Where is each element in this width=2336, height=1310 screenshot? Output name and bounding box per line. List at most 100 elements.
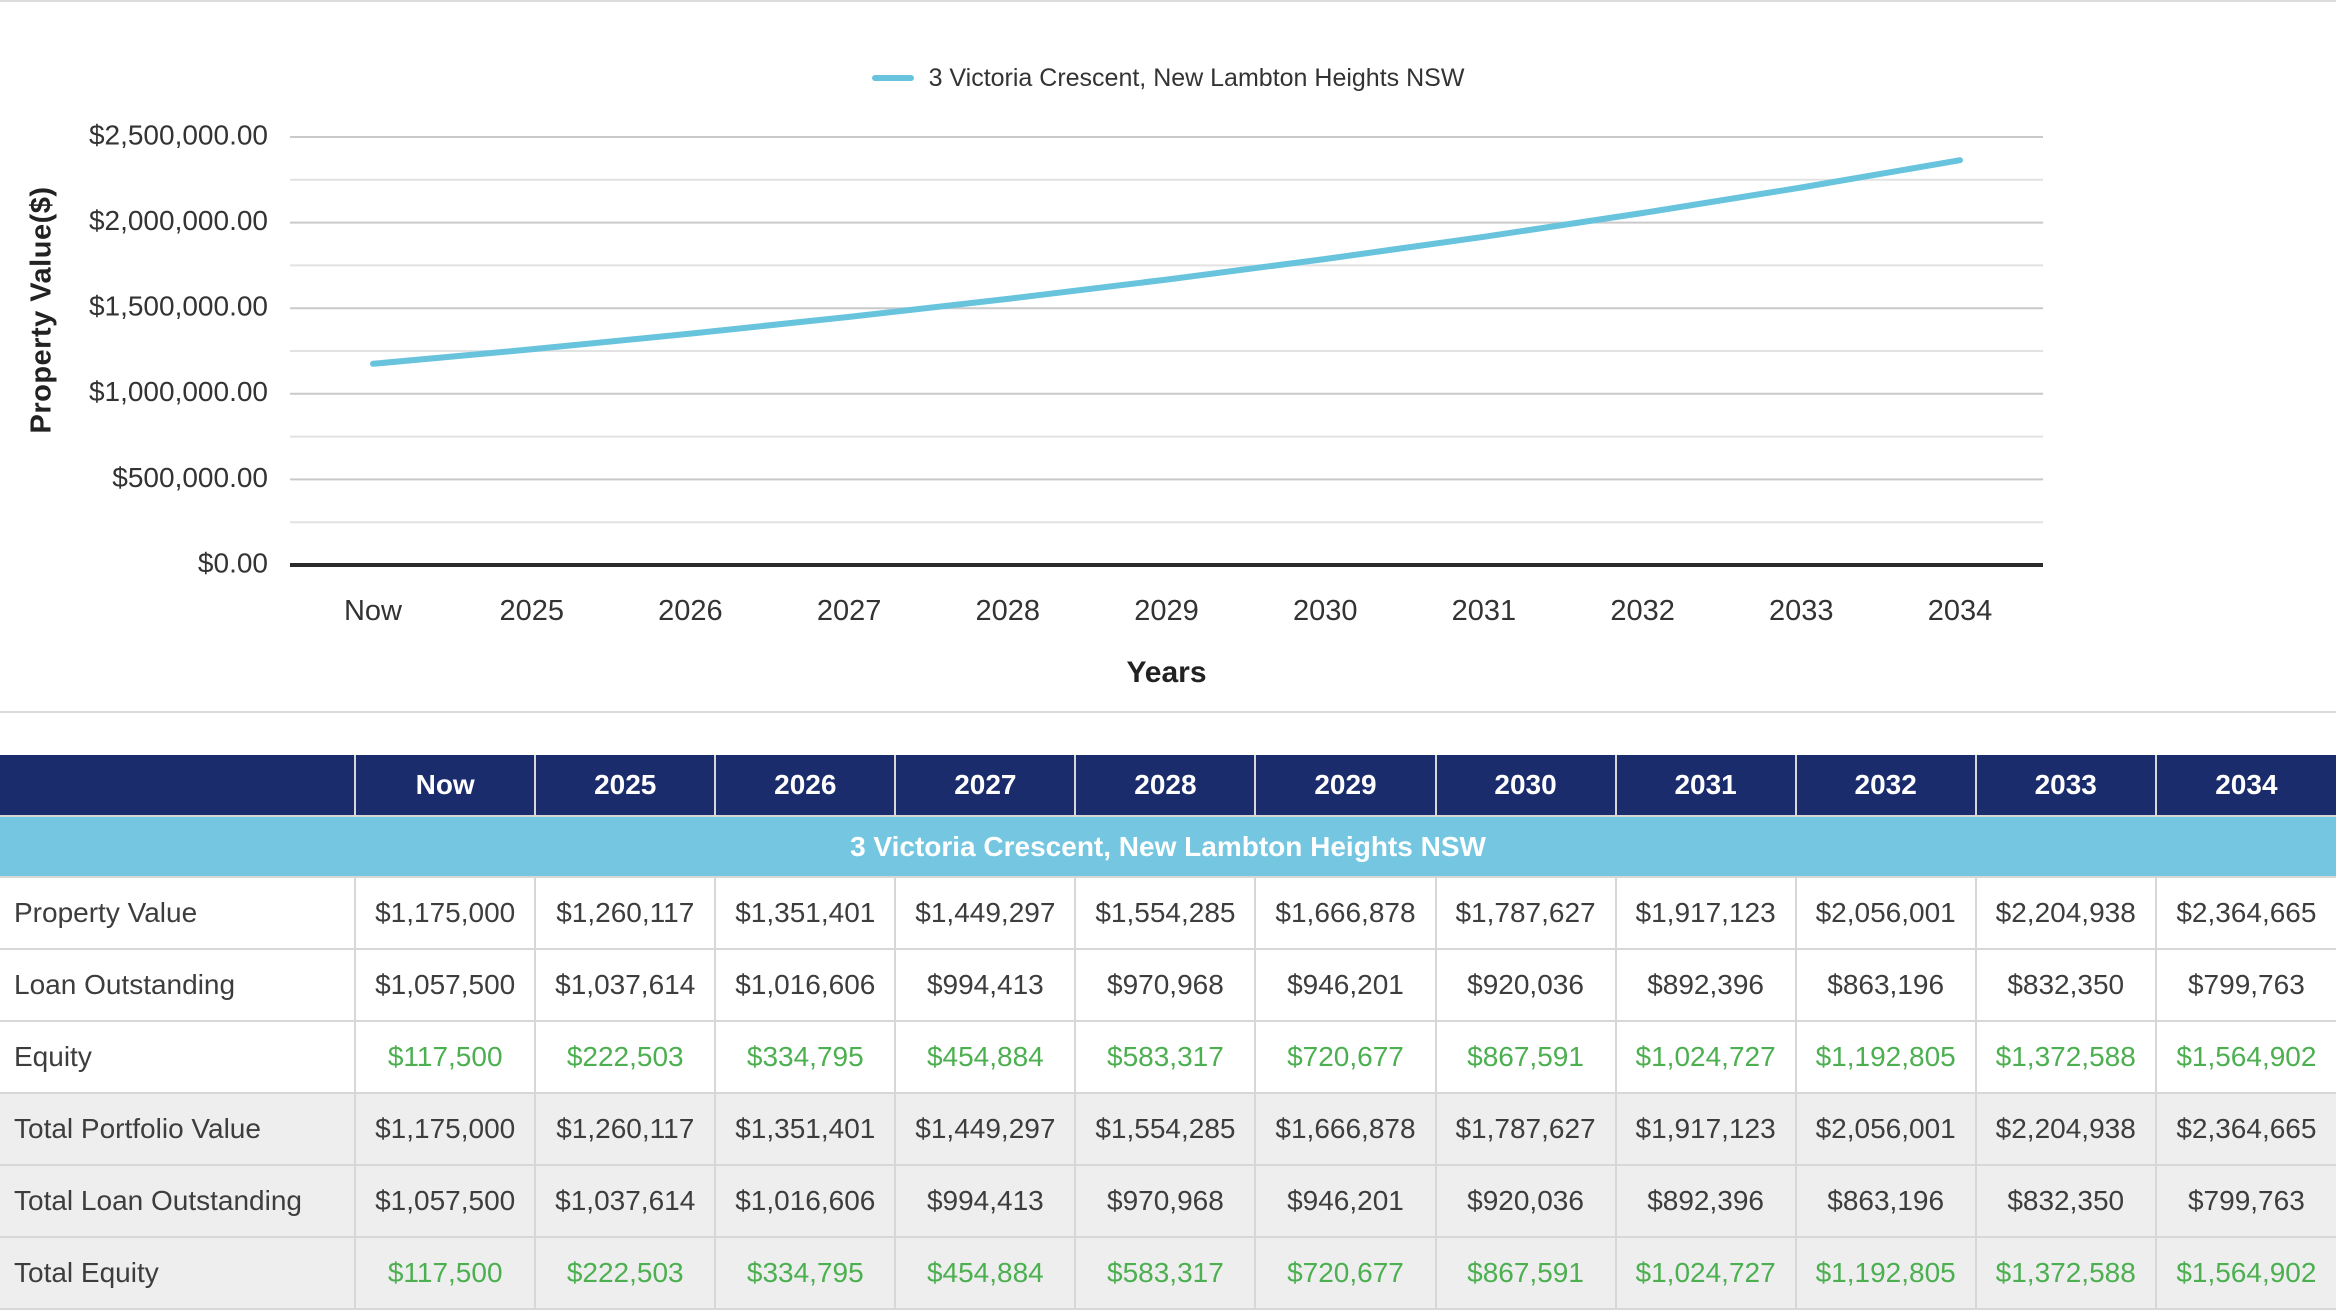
property-group-row: 3 Victoria Crescent, New Lambton Heights… — [0, 815, 2336, 878]
value-cell: $454,884 — [894, 1020, 1077, 1094]
property-banner: 3 Victoria Crescent, New Lambton Heights… — [0, 815, 2336, 878]
value-cell: $334,795 — [714, 1236, 897, 1310]
value-cell: $892,396 — [1614, 1164, 1797, 1238]
x-tick-label: 2031 — [1452, 595, 1517, 627]
value-cell: $334,795 — [714, 1020, 897, 1094]
row-label: Total Equity — [0, 1236, 357, 1310]
value-cell: $1,449,297 — [894, 1092, 1077, 1166]
value-cell: $946,201 — [1254, 1164, 1437, 1238]
value-cell: $1,192,805 — [1794, 1236, 1977, 1310]
row-label: Equity — [0, 1020, 357, 1094]
value-cell: $1,666,878 — [1254, 1092, 1437, 1166]
value-cell: $222,503 — [534, 1236, 717, 1310]
y-tick-label: $1,500,000.00 — [89, 291, 268, 322]
value-cell: $1,917,123 — [1614, 1092, 1797, 1166]
property-value-chart-card: $0.00 $500,000.00 $1,000,000.00 $1,500,000.… — [0, 0, 2336, 713]
value-cell: $2,204,938 — [1974, 876, 2157, 950]
table-row: Total Portfolio Value $1,175,000 $1,260,11… — [0, 1092, 2336, 1166]
header-cell-year: 2032 — [1794, 755, 1977, 817]
value-cell: $1,372,588 — [1974, 1236, 2157, 1310]
value-cell: $1,192,805 — [1794, 1020, 1977, 1094]
x-tick-label: 2027 — [817, 595, 882, 627]
value-cell: $720,677 — [1254, 1020, 1437, 1094]
row-label: Property Value — [0, 876, 357, 950]
value-cell: $2,056,001 — [1794, 876, 1977, 950]
x-tick-label: 2032 — [1610, 595, 1675, 627]
value-cell: $1,554,285 — [1074, 1092, 1257, 1166]
x-tick-label: Now — [344, 595, 403, 627]
header-cell-year: 2028 — [1074, 755, 1257, 817]
value-cell: $117,500 — [354, 1020, 537, 1094]
value-cell: $920,036 — [1434, 948, 1617, 1022]
legend-label: 3 Victoria Crescent, New Lambton Heights… — [928, 63, 1465, 92]
header-cell-year: 2033 — [1974, 755, 2157, 817]
value-cell: $970,968 — [1074, 1164, 1257, 1238]
chart-legend[interactable]: 3 Victoria Crescent, New Lambton Heights… — [0, 60, 2336, 96]
value-cell: $1,787,627 — [1434, 1092, 1617, 1166]
y-tick-label: $1,000,000.00 — [89, 376, 268, 407]
value-cell: $1,564,902 — [2154, 1020, 2336, 1094]
value-cell: $222,503 — [534, 1020, 717, 1094]
y-axis-title: Property Value($) — [25, 186, 58, 434]
x-tick-label: 2025 — [499, 595, 564, 627]
value-cell: $1,917,123 — [1614, 876, 1797, 950]
value-cell: $867,591 — [1434, 1020, 1617, 1094]
value-cell: $1,024,727 — [1614, 1020, 1797, 1094]
value-cell: $1,351,401 — [714, 876, 897, 950]
value-cell: $2,364,665 — [2154, 1092, 2336, 1166]
y-tick-label: $500,000.00 — [112, 462, 268, 493]
value-cell: $799,763 — [2154, 948, 2336, 1022]
row-label: Loan Outstanding — [0, 948, 357, 1022]
value-cell: $720,677 — [1254, 1236, 1437, 1310]
value-cell: $832,350 — [1974, 1164, 2157, 1238]
y-tick-label: $0.00 — [198, 547, 268, 578]
y-tick-label: $2,500,000.00 — [89, 119, 268, 150]
value-cell: $583,317 — [1074, 1236, 1257, 1310]
value-cell: $1,372,588 — [1974, 1020, 2157, 1094]
value-cell: $2,204,938 — [1974, 1092, 2157, 1166]
value-cell: $583,317 — [1074, 1020, 1257, 1094]
value-cell: $892,396 — [1614, 948, 1797, 1022]
header-cell-year: 2025 — [534, 755, 717, 817]
table-header-row: Now 2025 2026 2027 2028 2029 2030 2031 2032 2033 2… — [0, 755, 2336, 817]
header-cell-year: 2034 — [2154, 755, 2336, 817]
value-cell: $1,260,117 — [534, 1092, 717, 1166]
value-cell: $117,500 — [354, 1236, 537, 1310]
value-cell: $1,016,606 — [714, 948, 897, 1022]
x-tick-label: 2029 — [1134, 595, 1199, 627]
header-cell-year: 2027 — [894, 755, 1077, 817]
x-tick-label: 2033 — [1769, 595, 1834, 627]
value-cell: $1,175,000 — [354, 876, 537, 950]
value-cell: $1,057,500 — [354, 948, 537, 1022]
projection-table: Now 2025 2026 2027 2028 2029 2030 2031 2032 2033 2… — [0, 755, 2336, 1310]
header-cell-year: Now — [354, 755, 537, 817]
value-cell: $1,175,000 — [354, 1092, 537, 1166]
value-cell: $1,260,117 — [534, 876, 717, 950]
table-row: Property Value $1,175,000 $1,260,117 $1,351… — [0, 876, 2336, 950]
value-cell: $1,016,606 — [714, 1164, 897, 1238]
x-tick-label: 2034 — [1928, 595, 1993, 627]
value-cell: $1,787,627 — [1434, 876, 1617, 950]
table-row: Total Loan Outstanding $1,057,500 $1,037,6… — [0, 1164, 2336, 1238]
header-cell-year: 2030 — [1434, 755, 1617, 817]
property-value-line — [370, 157, 1963, 367]
x-tick-label: 2028 — [976, 595, 1041, 627]
value-cell: $1,449,297 — [894, 876, 1077, 950]
value-cell: $867,591 — [1434, 1236, 1617, 1310]
row-label: Total Portfolio Value — [0, 1092, 357, 1166]
chart-plot-area: $0.00 $500,000.00 $1,000,000.00 $1,500,000.… — [89, 119, 2043, 627]
value-cell: $2,364,665 — [2154, 876, 2336, 950]
value-cell: $454,884 — [894, 1236, 1077, 1310]
legend-line-swatch — [871, 75, 914, 81]
value-cell: $863,196 — [1794, 1164, 1977, 1238]
value-cell: $799,763 — [2154, 1164, 2336, 1238]
header-cell-year: 2029 — [1254, 755, 1437, 817]
table-row: Loan Outstanding $1,057,500 $1,037,614 $1,0… — [0, 948, 2336, 1022]
value-cell: $832,350 — [1974, 948, 2157, 1022]
value-cell: $1,037,614 — [534, 948, 717, 1022]
value-cell: $1,666,878 — [1254, 876, 1437, 950]
value-cell: $1,564,902 — [2154, 1236, 2336, 1310]
value-cell: $1,554,285 — [1074, 876, 1257, 950]
value-cell: $2,056,001 — [1794, 1092, 1977, 1166]
value-cell: $946,201 — [1254, 948, 1437, 1022]
